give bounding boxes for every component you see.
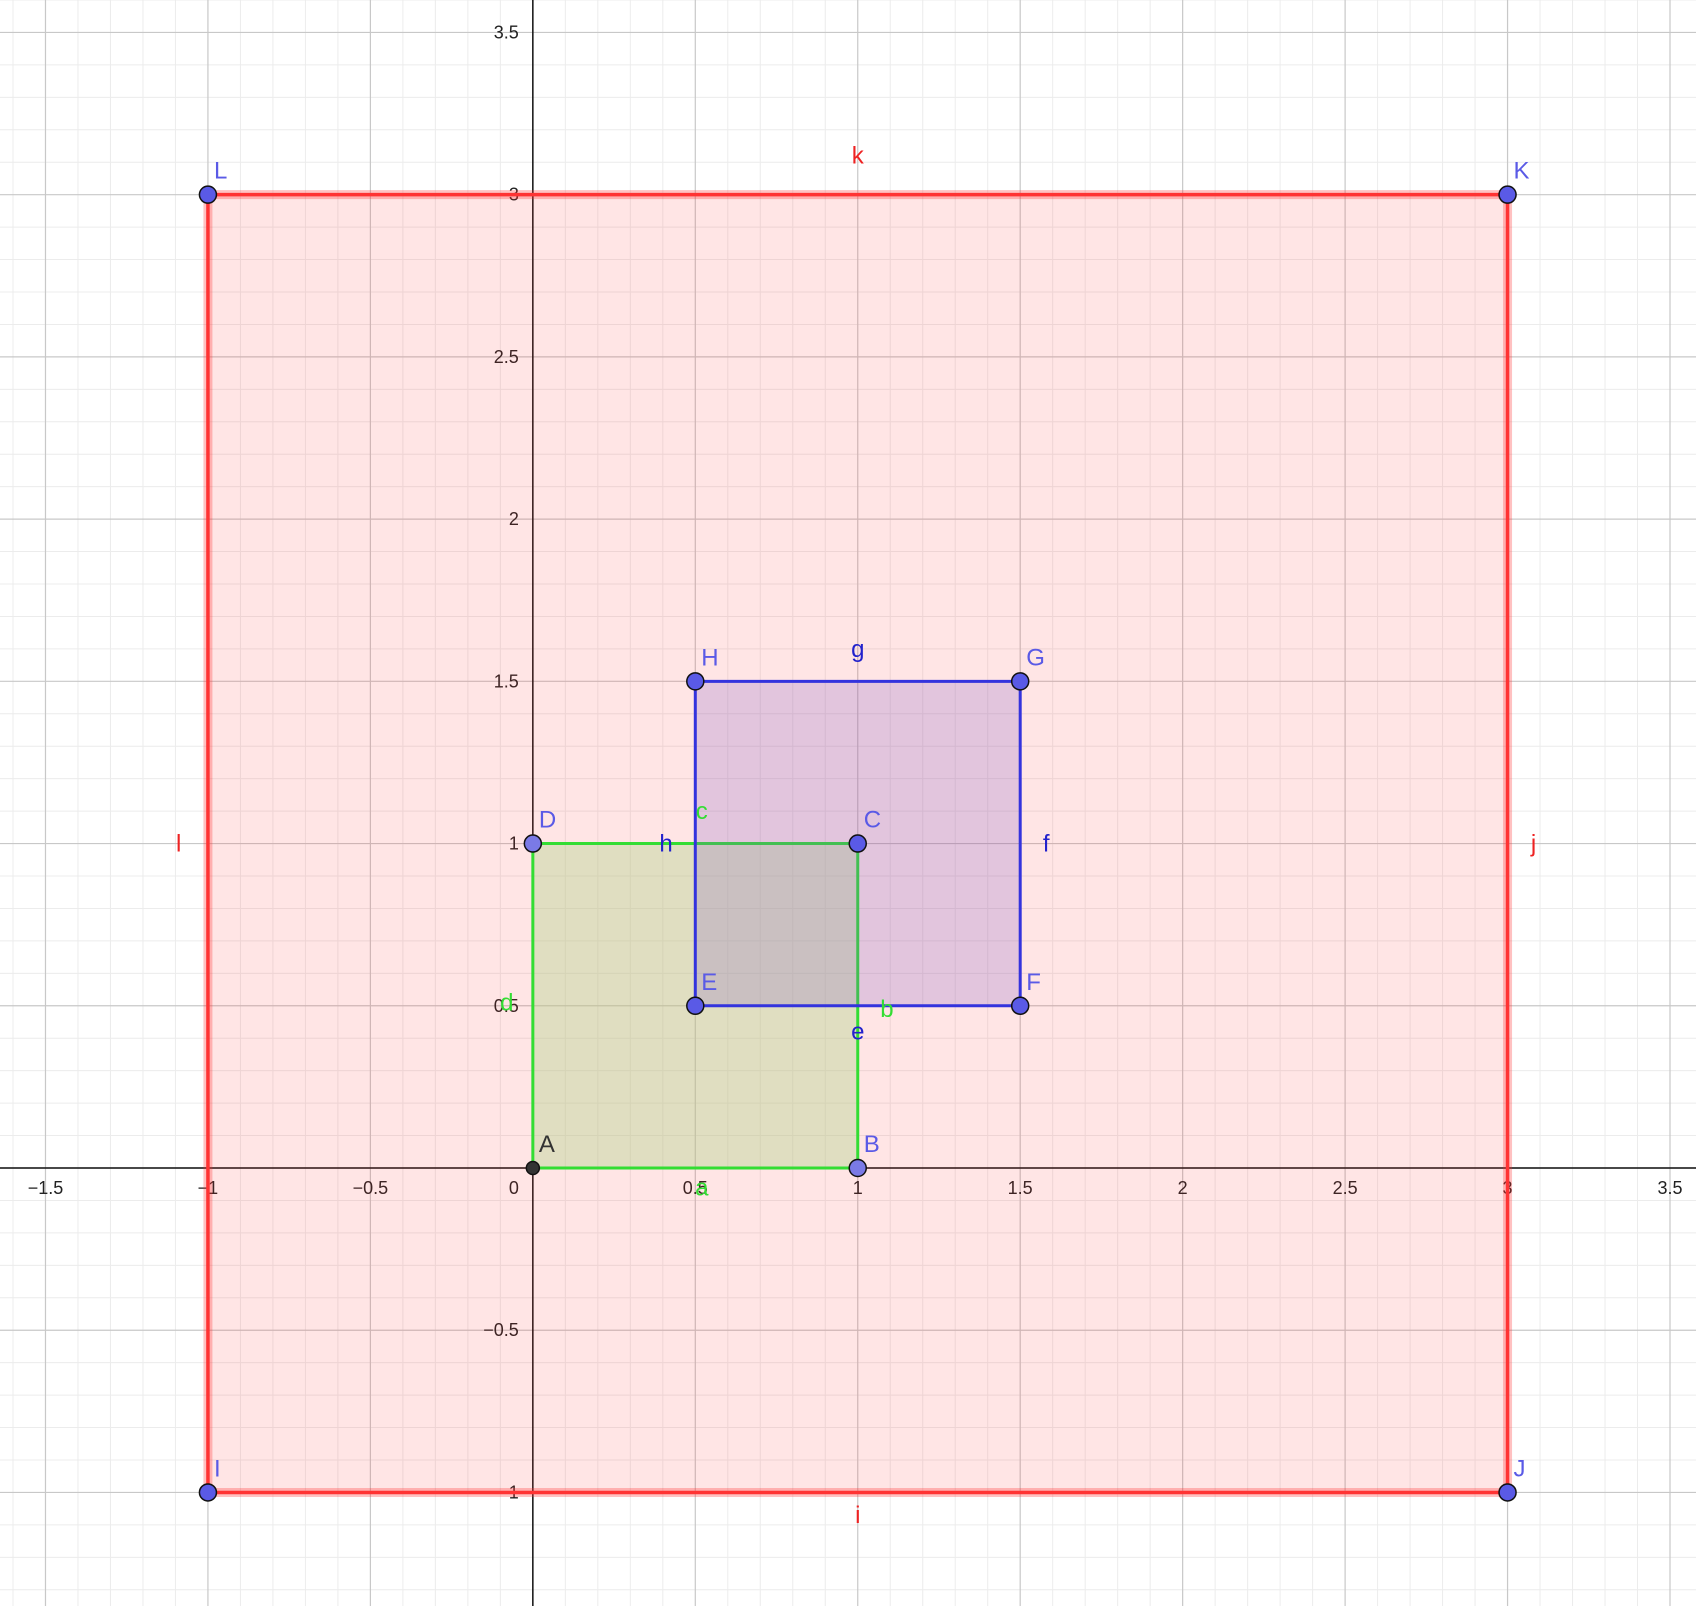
point-label-B: B	[864, 1131, 880, 1158]
segment-label-h: h	[659, 831, 672, 858]
segment-label-e: e	[851, 1019, 864, 1046]
point-label-D: D	[539, 807, 556, 834]
segment-label-b: b	[880, 996, 893, 1023]
y-tick-label: 0.5	[494, 996, 519, 1016]
point-E[interactable]	[686, 996, 705, 1016]
point-label-A: A	[539, 1131, 555, 1158]
segment-label-l: l	[176, 831, 181, 858]
segment-label-g: g	[851, 636, 864, 663]
x-tick-label: 1.5	[1008, 1178, 1033, 1198]
point-label-F: F	[1026, 969, 1041, 996]
x-tick-label: 2.5	[1333, 1178, 1358, 1198]
segment-label-a: a	[695, 1174, 709, 1201]
x-tick-label: 1	[853, 1178, 863, 1198]
point-A[interactable]	[525, 1160, 541, 1176]
point-label-G: G	[1026, 644, 1045, 671]
point-label-L: L	[214, 158, 227, 185]
y-tick-label: 2	[509, 509, 519, 529]
point-C[interactable]	[848, 834, 867, 853]
tick-labels: −1.5 −1 −0.5 0.5 1 1.5 2 2.5 3 3.5−1−0.50.511.522…	[28, 22, 1683, 1502]
y-tick-label: 3.5	[494, 22, 519, 42]
x-tick-label: −1.5	[28, 1178, 64, 1198]
point-I[interactable]	[198, 1483, 218, 1502]
point-H[interactable]	[686, 672, 705, 691]
point-L[interactable]	[198, 185, 218, 204]
y-tick-label: 2.5	[494, 347, 519, 367]
segment-label-f: f	[1043, 831, 1050, 858]
point-label-I: I	[214, 1455, 221, 1482]
point-G[interactable]	[1010, 672, 1030, 691]
y-tick-label: −0.5	[483, 1320, 519, 1340]
point-label-E: E	[701, 969, 717, 996]
point-K[interactable]	[1498, 185, 1517, 204]
points: A B C D E F G H I J K L	[198, 158, 1530, 1502]
segment-label-j: j	[1530, 831, 1536, 858]
y-tick-label: 1.5	[494, 671, 519, 691]
point-label-H: H	[701, 644, 718, 671]
point-J[interactable]	[1498, 1483, 1517, 1502]
x-tick-label: 3.5	[1657, 1178, 1682, 1198]
point-F[interactable]	[1010, 996, 1030, 1016]
x-tick-label: 2	[1178, 1178, 1188, 1198]
segment-labels: a b c d e f g h i j k l	[176, 143, 1536, 1529]
segment-label-c: c	[696, 798, 708, 825]
segment-label-k: k	[852, 143, 865, 170]
point-label-C: C	[864, 807, 881, 834]
point-D[interactable]	[523, 834, 543, 853]
point-B[interactable]	[848, 1158, 867, 1178]
x-tick-label: −0.5	[353, 1178, 389, 1198]
point-label-J: J	[1514, 1455, 1526, 1482]
segment-label-d: d	[500, 990, 513, 1017]
x-tick-label: 0.5	[683, 1178, 708, 1198]
segment-label-i: i	[855, 1502, 860, 1529]
point-label-K: K	[1514, 158, 1530, 185]
origin-label: 0	[509, 1178, 519, 1198]
y-tick-label: 1	[509, 834, 519, 854]
